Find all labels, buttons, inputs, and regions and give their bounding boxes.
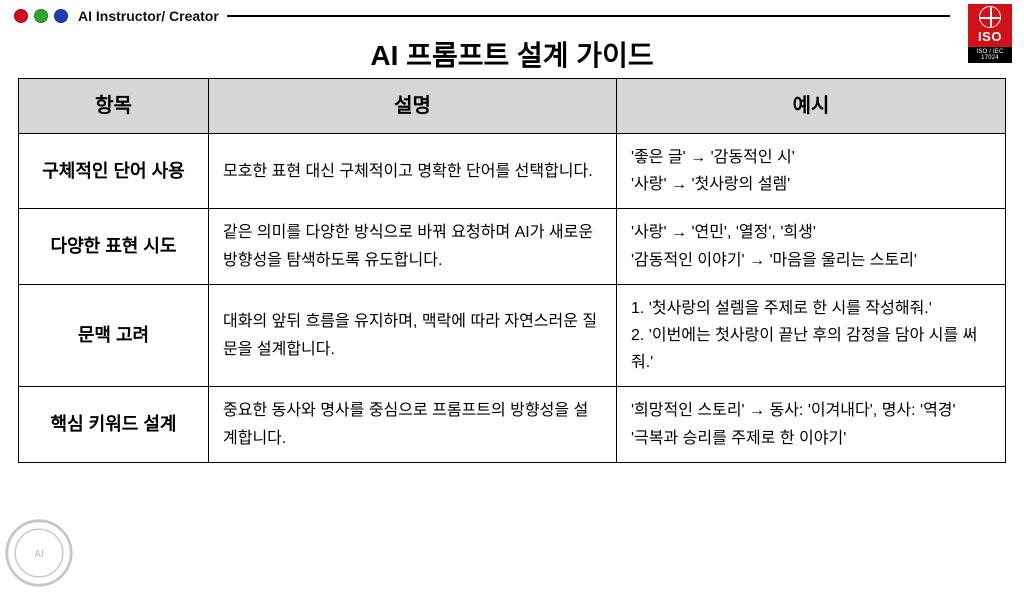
- table-row: 문맥 고려대화의 앞뒤 흐름을 유지하며, 맥락에 따라 자연스러운 질문을 설…: [19, 284, 1006, 387]
- table-row: 핵심 키워드 설계중요한 동사와 명사를 중심으로 프롬프트의 방향성을 설계합…: [19, 387, 1006, 462]
- th-item: 항목: [19, 79, 209, 134]
- cell-desc: 중요한 동사와 명사를 중심으로 프롬프트의 방향성을 설계합니다.: [209, 387, 617, 462]
- th-desc: 설명: [209, 79, 617, 134]
- dot-blue: [54, 9, 68, 23]
- table-row: 구체적인 단어 사용모호한 표현 대신 구체적이고 명확한 단어를 선택합니다.…: [19, 134, 1006, 209]
- th-example: 예시: [617, 79, 1006, 134]
- watermark-stamp-icon: AI: [4, 518, 74, 588]
- page-title: AI 프롬프트 설계 가이드: [0, 34, 1024, 74]
- cell-item: 문맥 고려: [19, 284, 209, 387]
- guide-table: 항목 설명 예시 구체적인 단어 사용모호한 표현 대신 구체적이고 명확한 단…: [18, 78, 1006, 463]
- guide-table-wrap: 항목 설명 예시 구체적인 단어 사용모호한 표현 대신 구체적이고 명확한 단…: [18, 78, 1006, 463]
- svg-text:AI: AI: [34, 549, 44, 560]
- traffic-dots: [14, 9, 68, 23]
- header-rule: [227, 15, 950, 17]
- table-body: 구체적인 단어 사용모호한 표현 대신 구체적이고 명확한 단어를 선택합니다.…: [19, 134, 1006, 463]
- cell-item: 구체적인 단어 사용: [19, 134, 209, 209]
- table-row: 다양한 표현 시도같은 의미를 다양한 방식으로 바꿔 요청하며 AI가 새로운…: [19, 209, 1006, 284]
- cell-example: 1. '첫사랑의 설렘을 주제로 한 시를 작성해줘.' 2. '이번에는 첫사…: [617, 284, 1006, 387]
- cell-desc: 모호한 표현 대신 구체적이고 명확한 단어를 선택합니다.: [209, 134, 617, 209]
- cell-desc: 대화의 앞뒤 흐름을 유지하며, 맥락에 따라 자연스러운 질문을 설계합니다.: [209, 284, 617, 387]
- dot-green: [34, 9, 48, 23]
- cell-example: '사랑' → '연민', '열정', '희생' '감동적인 이야기' → '마음…: [617, 209, 1006, 284]
- cell-item: 다양한 표현 시도: [19, 209, 209, 284]
- brand-label: AI Instructor/ Creator: [78, 8, 219, 24]
- globe-icon: [979, 6, 1001, 28]
- cell-example: '좋은 글' → '감동적인 시' '사랑' → '첫사랑의 설렘': [617, 134, 1006, 209]
- cell-item: 핵심 키워드 설계: [19, 387, 209, 462]
- cell-desc: 같은 의미를 다양한 방식으로 바꿔 요청하며 AI가 새로운 방향성을 탐색하…: [209, 209, 617, 284]
- slide-header: AI Instructor/ Creator: [14, 8, 1010, 24]
- cell-example: '희망적인 스토리' → 동사: '이겨내다', 명사: '역경' '극복과 승…: [617, 387, 1006, 462]
- dot-red: [14, 9, 28, 23]
- table-header-row: 항목 설명 예시: [19, 79, 1006, 134]
